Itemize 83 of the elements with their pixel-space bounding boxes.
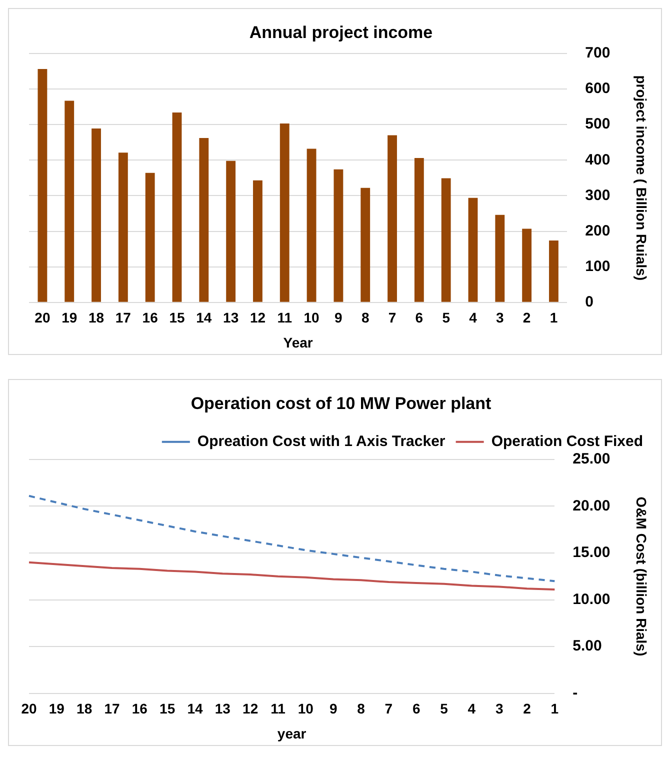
bar: [280, 123, 290, 302]
y-tick-label: 600: [585, 80, 610, 98]
x-tick-label: 3: [496, 310, 504, 326]
x-tick-label: 5: [440, 700, 448, 717]
x-tick-label: 2: [522, 310, 531, 326]
x-tick-label: 17: [115, 310, 132, 326]
line-series: [28, 494, 556, 582]
x-tick-label: 4: [469, 310, 478, 326]
x-tick-label: 11: [277, 310, 292, 326]
y-tick-label: 200: [585, 222, 610, 240]
bar: [549, 240, 558, 302]
x-tick-label: 9: [334, 310, 343, 326]
bar: [38, 69, 48, 302]
x-tick-label: 10: [304, 310, 320, 326]
x-tick-label: 2: [523, 700, 532, 717]
x-tick-label: 20: [21, 700, 37, 717]
chart-title: Operation cost of 10 MW Power plant: [190, 394, 492, 413]
x-tick-label: 1: [550, 700, 559, 717]
bar: [388, 135, 397, 302]
bar: [334, 169, 344, 302]
x-axis-title: Year: [283, 334, 314, 350]
bar: [306, 148, 316, 302]
bar: [92, 128, 101, 302]
x-tick-label: 16: [142, 310, 158, 326]
y-tick-label: 100: [585, 258, 610, 275]
x-tick-label: 8: [361, 310, 370, 326]
legend-label: Operation Cost Fixed: [491, 433, 644, 450]
x-tick-label: 1: [550, 310, 558, 326]
y-tick-label: 300: [585, 186, 610, 204]
x-tick-label: 6: [415, 310, 424, 326]
bar: [118, 152, 128, 302]
bar: [172, 112, 182, 302]
y-tick-label: 10.00: [572, 590, 610, 608]
y-tick-label: 700: [585, 44, 610, 62]
y-axis-title: project income ( Billion Ruials): [634, 75, 650, 281]
y-tick-label: 25.00: [572, 450, 610, 468]
x-tick-label: 14: [187, 700, 203, 717]
bar: [253, 180, 262, 302]
x-tick-label: 8: [357, 700, 366, 717]
y-tick-label: -: [572, 684, 578, 702]
x-tick-label: 15: [169, 310, 185, 326]
bar: [199, 138, 209, 302]
x-tick-label: 18: [76, 700, 92, 717]
x-tick-label: 10: [298, 700, 314, 717]
x-tick-label: 4: [468, 700, 476, 717]
x-tick-label: 19: [48, 700, 65, 717]
x-tick-label: 12: [242, 700, 258, 717]
bar: [64, 100, 74, 302]
x-tick-label: 11: [270, 700, 286, 717]
y-tick-label: 5.00: [572, 638, 602, 655]
bar: [468, 198, 478, 302]
y-tick-label: 15.00: [572, 544, 610, 562]
x-tick-label: 12: [250, 310, 266, 326]
x-tick-label: 16: [132, 700, 148, 717]
bar: [495, 214, 505, 302]
x-tick-label: 19: [62, 310, 78, 326]
bar: [441, 178, 451, 302]
bar: [145, 172, 155, 302]
x-tick-label: 7: [384, 700, 393, 717]
bar: [522, 228, 532, 302]
x-tick-label: 17: [104, 700, 120, 717]
y-axis-title: O&M Cost (billion Rials): [634, 496, 650, 656]
x-tick-label: 13: [214, 700, 231, 717]
x-tick-label: 3: [495, 700, 504, 717]
x-tick-label: 6: [412, 700, 420, 717]
x-axis-title: year: [277, 725, 307, 742]
x-tick-label: 13: [223, 310, 239, 326]
y-tick-label: 500: [585, 116, 610, 133]
x-tick-label: 14: [196, 310, 212, 326]
x-tick-label: 7: [388, 310, 396, 326]
x-tick-label: 9: [329, 700, 338, 717]
x-tick-label: 5: [442, 310, 450, 326]
legend-label: Opreation Cost with 1 Axis Tracker: [197, 433, 446, 450]
y-tick-label: 0: [585, 294, 594, 311]
y-tick-label: 20.00: [572, 497, 610, 514]
bar: [226, 160, 236, 302]
chart-title: Annual project income: [249, 22, 433, 42]
y-tick-label: 400: [585, 151, 610, 168]
x-tick-label: 15: [160, 700, 176, 717]
bar: [360, 188, 370, 302]
bar: [414, 158, 424, 302]
x-tick-label: 18: [88, 310, 104, 326]
x-tick-label: 20: [34, 310, 50, 326]
